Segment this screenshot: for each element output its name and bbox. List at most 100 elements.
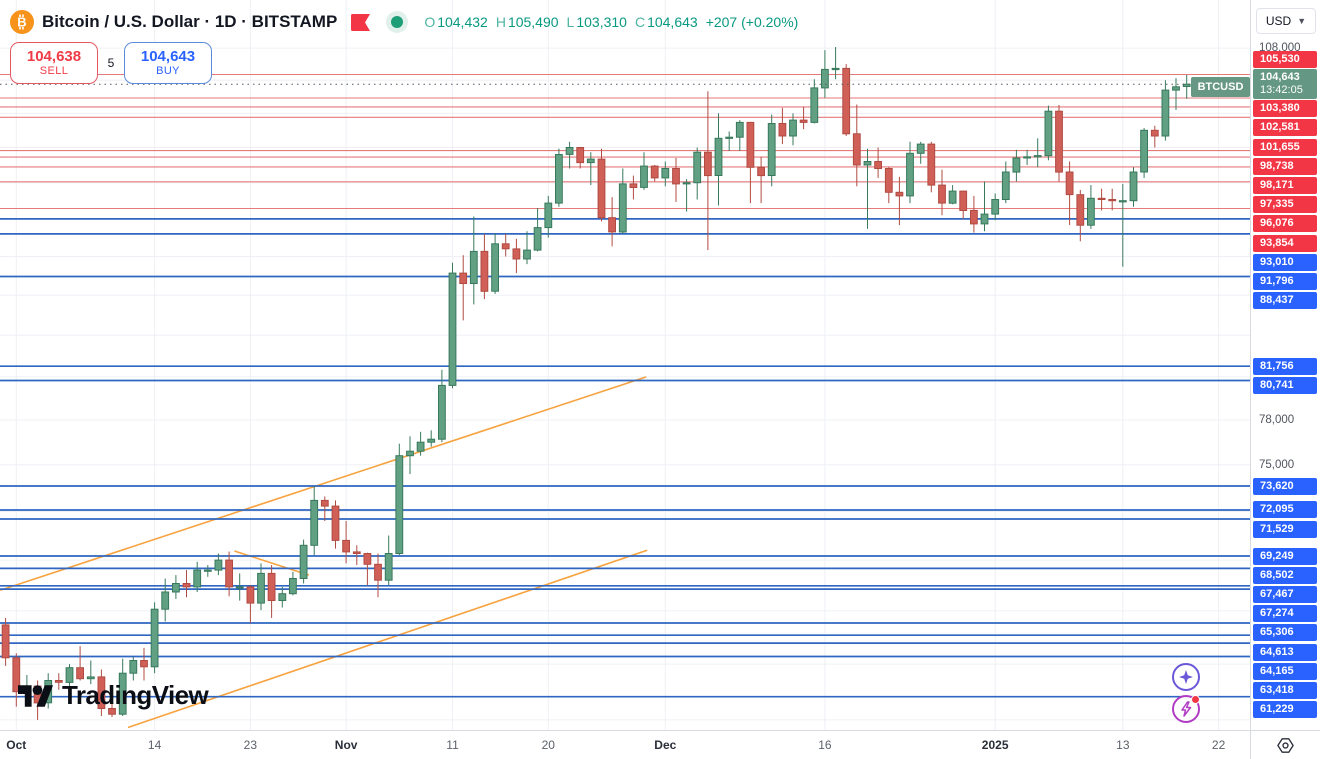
open-value: 104,432 [437,14,488,30]
notification-dot [1191,695,1200,704]
candle [438,384,446,440]
trendline[interactable] [0,376,647,592]
level-price-label: 65,306 [1253,624,1317,642]
candlestick-chart[interactable] [0,0,1250,730]
candle [1087,197,1095,226]
time-axis[interactable]: Oct 14 23 Nov 11 20 Dec 16 2025 13 22 [0,730,1250,759]
time-scale-tick: Dec [654,738,677,752]
candle [501,243,510,250]
level-price-label: 88,437 [1253,292,1317,310]
level-price-label: 67,467 [1253,585,1317,603]
high-value: 105,490 [507,14,559,30]
price-axis[interactable]: USD ▼ 108,000 78,000 75,000 104,643 13:42:05… [1250,0,1320,730]
candle [395,455,404,555]
candle [863,161,872,166]
time-scale-tick: 16 [818,738,832,752]
time-scale-tick: 2025 [981,738,1009,752]
candle [523,249,531,260]
price-scale-tick: 108,000 [1259,42,1301,55]
candle [310,499,319,546]
candle [257,572,265,604]
candle [746,121,755,168]
tradingview-logo[interactable]: TradingView [18,680,209,711]
candle [938,184,946,204]
level-price-label: 97,335 [1253,196,1317,214]
candle [342,539,351,553]
change-value: +207 (+0.20%) [705,14,799,30]
bar-countdown: 13:42:05 [1260,84,1303,97]
candle [1129,171,1138,202]
level-price-label: 98,171 [1253,176,1317,194]
trendline[interactable] [234,550,310,576]
candle [1065,171,1074,196]
candle [235,586,244,589]
candle [86,676,95,680]
candle [363,553,372,565]
candle [544,202,553,229]
sell-button[interactable]: 104,638 SELL [10,42,98,84]
candle [906,152,914,197]
flag-icon[interactable] [351,13,371,31]
time-scale-tick: 14 [147,738,162,752]
candle [161,591,170,610]
sparkle-icon [1179,670,1193,684]
currency-selector[interactable]: USD ▼ [1256,8,1316,34]
level-price-label: 91,796 [1253,272,1317,290]
candle [140,660,148,668]
symbol-legend: B Bitcoin / U.S. Dollar · 1D · BITSTAMP … [10,8,806,36]
level-price-label: 63,418 [1253,681,1317,699]
chevron-down-icon: ▼ [1297,16,1307,26]
candle [576,147,585,164]
tradingview-logo-mark [18,684,53,707]
candle [533,227,542,251]
axis-settings-button[interactable] [1250,730,1320,759]
candle [640,165,648,188]
tradingview-logo-text: TradingView [62,680,209,710]
level-price-label: 96,076 [1253,215,1317,233]
candle [895,191,904,197]
candle [650,165,659,179]
symbol-title[interactable]: Bitcoin / U.S. Dollar · 1D · BITSTAMP [42,12,338,31]
candle [959,190,968,212]
candle [884,168,893,193]
candle [767,123,776,176]
candle [778,123,787,137]
price-scale-tick: 78,000 [1259,414,1295,426]
candle [225,559,233,588]
lightning-fab-button[interactable] [1172,695,1200,723]
level-price-label: 98,738 [1253,157,1317,175]
bitcoin-icon: B [10,10,34,34]
ohlc-readout: O 104,432 H 105,490 L 103,310 C 104,643 +207 (+0… [424,14,799,30]
time-scale-tick: 20 [541,738,555,752]
trendline[interactable] [127,549,648,729]
candle [821,68,829,89]
level-price-label: 68,502 [1253,566,1317,584]
lightning-icon [1181,701,1192,717]
level-price-label: 67,274 [1253,605,1317,623]
candle [970,209,978,225]
candle [874,161,883,169]
candle [916,143,925,154]
candle [469,250,478,284]
sparkle-fab-button[interactable] [1172,663,1200,691]
candle [512,248,521,260]
candle [1044,110,1053,157]
level-price-label: 73,620 [1253,477,1317,495]
candle [289,578,297,595]
level-price-label: 61,229 [1253,701,1317,719]
candle [108,708,116,715]
price-scale-tick: 75,000 [1259,458,1295,471]
buy-button[interactable]: 104,643 BUY [124,42,212,84]
candle [1023,156,1032,159]
price-line-symbol-tag: BTCUSD [1191,77,1250,97]
candle [203,569,212,572]
candle [406,450,414,457]
candle [65,667,74,683]
current-price-value: 104,643 [1260,71,1300,84]
level-price-label: 71,529 [1253,520,1317,538]
chart-pane[interactable]: B Bitcoin / U.S. Dollar · 1D · BITSTAMP … [0,0,1250,730]
candle [597,158,606,219]
candle [948,190,957,204]
candle [278,593,287,602]
connection-status-icon[interactable] [386,11,409,33]
